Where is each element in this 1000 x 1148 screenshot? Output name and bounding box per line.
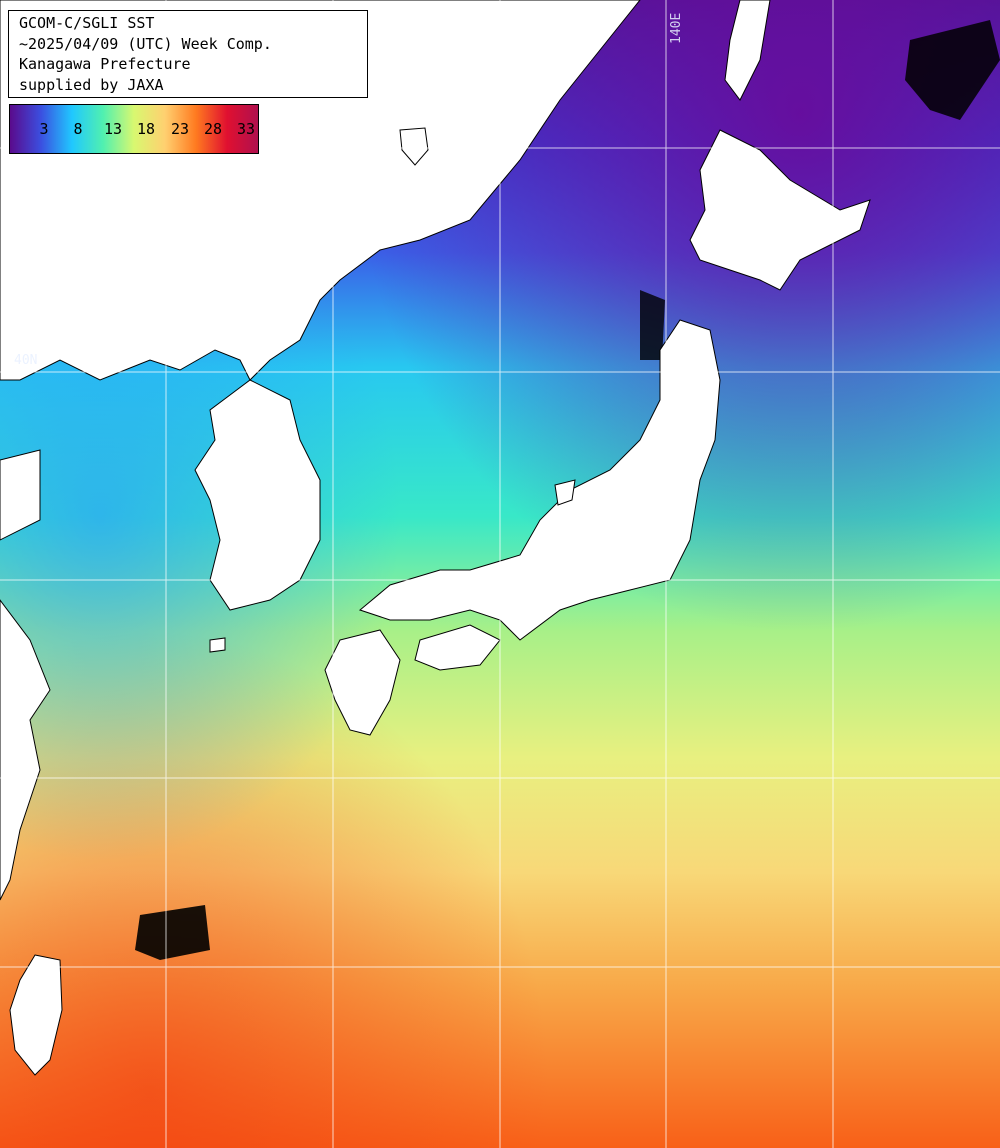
colorbar-label: 23 [170,120,190,138]
latitude-label: 40N [14,353,38,368]
longitude-label: 140E [669,12,684,44]
colorbar-label: 3 [39,120,49,138]
sado-island [554,479,576,506]
colorbar-label: 33 [236,120,256,138]
colorbar-label: 18 [136,120,156,138]
china-east-coast [0,599,51,901]
colorbar-label: 8 [73,120,83,138]
colorbar-label: 28 [203,120,223,138]
sakhalin [724,0,771,101]
honshu [358,319,721,641]
colorbar: 3 8 13 18 23 28 33 [9,104,259,154]
kyushu [324,629,401,736]
title-line-4: supplied by JAXA [19,75,164,94]
taiwan [9,954,63,1076]
korean-peninsula [194,379,321,611]
title-box: GCOM-C/SGLI SST ~2025/04/09 (UTC) Week C… [8,10,368,98]
colorbar-label: 13 [103,120,123,138]
title-line-3: Kanagawa Prefecture [19,55,191,73]
cloud-masks [135,20,1000,960]
china-coast [0,449,41,541]
shikoku [414,624,501,671]
hokkaido [689,129,871,291]
title-line-2: ~2025/04/09 (UTC) Week Comp. [19,34,272,53]
title-line-1: GCOM-C/SGLI SST [19,14,155,32]
